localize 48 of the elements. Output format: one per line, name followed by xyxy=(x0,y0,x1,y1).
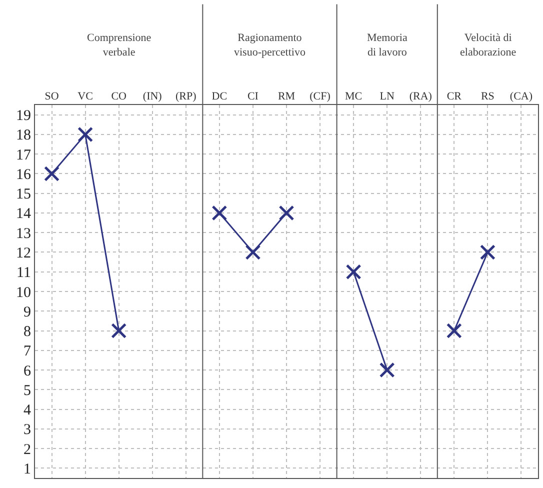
point xyxy=(111,323,127,339)
x-tick-label: CO xyxy=(111,90,127,103)
y-tick-label: 9 xyxy=(24,304,31,320)
y-tick-label: 17 xyxy=(16,147,32,164)
y-tick-label: 19 xyxy=(16,108,31,124)
y-tick-label: 5 xyxy=(24,382,31,399)
x-tick-label: LN xyxy=(380,90,394,103)
y-tick-label: 8 xyxy=(24,324,31,340)
point xyxy=(44,166,60,182)
x-tick-label: (CF) xyxy=(310,90,331,103)
y-tick-label: 2 xyxy=(24,442,31,458)
x-tick-label: SO xyxy=(44,90,59,103)
y-tick-label: 3 xyxy=(24,422,31,438)
text: Memoria di lavoro xyxy=(367,32,408,58)
point xyxy=(278,205,294,221)
point xyxy=(245,244,261,260)
x-tick-label: VC xyxy=(78,90,93,103)
x-tick-label: RS xyxy=(480,90,494,103)
text: Ragionamento visuo-percettivo xyxy=(234,32,306,58)
y-tick-label: 10 xyxy=(16,284,31,301)
x-tick-label: MC xyxy=(345,90,362,103)
y-tick-label: 7 xyxy=(24,344,32,360)
point xyxy=(480,244,496,260)
y-tick-label: 14 xyxy=(16,206,32,222)
x-tick-label: RM xyxy=(278,90,296,103)
text: Velocità di elaborazione xyxy=(460,32,516,58)
point xyxy=(212,205,228,221)
x-tick-label: CI xyxy=(247,90,259,103)
y-tick-label: 1 xyxy=(24,461,31,478)
y-tick-label: 12 xyxy=(16,245,31,262)
point xyxy=(346,264,362,280)
y-tick-label: 4 xyxy=(24,402,32,419)
x-tick-label: (RP) xyxy=(176,90,197,103)
x-tick-label: DC xyxy=(212,90,228,103)
y-tick-label: 13 xyxy=(16,226,31,242)
x-tick-label: (IN) xyxy=(142,90,162,103)
y-tick-label: 6 xyxy=(24,363,32,380)
y-tick-label: 18 xyxy=(16,128,31,144)
y-tick-label: 15 xyxy=(16,186,31,203)
y-tick-label: 16 xyxy=(16,166,32,183)
point xyxy=(78,126,94,142)
x-tick-label: CR xyxy=(446,90,462,103)
x-tick-label: (CA) xyxy=(510,90,533,103)
point xyxy=(446,323,462,339)
y-tick-label: 11 xyxy=(16,265,31,282)
x-tick-label: (RA) xyxy=(409,90,432,103)
point xyxy=(379,362,395,378)
text: Comprensione verbale xyxy=(87,32,152,58)
